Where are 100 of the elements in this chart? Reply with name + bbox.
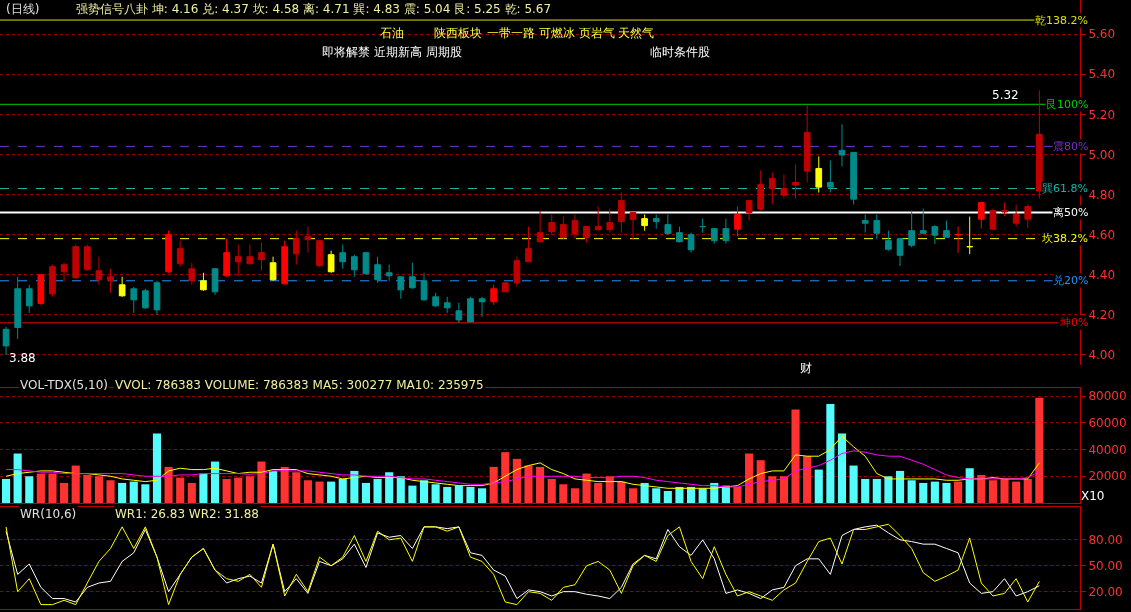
chart-subtitle: VVOL: 786383 VOLUME: 786383 MA5: 300277 MA10: 235975 <box>115 378 484 392</box>
bar <box>675 486 684 503</box>
candlestick <box>908 210 915 248</box>
bar <box>605 476 614 503</box>
bar <box>48 473 57 503</box>
candlestick <box>501 282 509 293</box>
line-series <box>5 435 1040 489</box>
y-tick-label: 80.00 <box>1088 533 1123 548</box>
candlestick <box>246 244 254 266</box>
bar <box>176 477 185 503</box>
bar <box>94 476 103 503</box>
bar <box>164 466 173 503</box>
candlestick <box>1012 204 1020 228</box>
candlestick <box>374 256 381 284</box>
candlestick <box>664 214 672 236</box>
bar <box>617 481 626 503</box>
bar <box>640 482 649 503</box>
candlestick <box>142 288 149 310</box>
bar <box>187 482 196 503</box>
candlestick <box>815 155 823 194</box>
bar <box>385 472 394 503</box>
bar <box>257 461 266 503</box>
candlestick <box>37 274 45 306</box>
bar <box>118 482 127 503</box>
bar <box>977 474 986 503</box>
ref-line-label: 坤0% <box>1059 316 1089 329</box>
candlestick <box>850 151 857 206</box>
candlestick <box>525 226 532 263</box>
annotation: 5.32 <box>992 88 1019 102</box>
bar <box>338 478 347 503</box>
candlestick <box>118 276 126 298</box>
bar <box>1035 397 1044 503</box>
candlestick <box>351 254 358 278</box>
bar <box>965 468 974 503</box>
bar <box>628 488 638 503</box>
ref-line-label: 艮100% <box>1046 98 1089 111</box>
y-tick-label: 50.00 <box>1088 558 1123 573</box>
candlestick <box>14 276 21 340</box>
candlestick <box>919 208 927 236</box>
bar <box>141 484 150 503</box>
ref-line-label: 坎38.2% <box>1041 232 1088 245</box>
candlestick <box>432 292 439 308</box>
bar <box>292 472 301 503</box>
candlestick <box>292 230 300 266</box>
candlestick <box>943 220 950 238</box>
candlestick <box>827 159 834 194</box>
candlestick <box>107 268 114 294</box>
bar <box>1012 481 1021 503</box>
candlestick <box>153 280 161 316</box>
candlestick <box>594 206 602 232</box>
bar <box>152 433 162 503</box>
bar <box>570 488 580 503</box>
candlestick <box>954 226 962 254</box>
y-tick-label: 80000 <box>1088 389 1127 404</box>
candlestick <box>513 256 521 288</box>
candlestick <box>258 242 265 272</box>
bar <box>83 474 92 503</box>
y-tick-label: 4.00 <box>1088 348 1116 363</box>
bar <box>210 461 220 503</box>
candlestick <box>281 240 289 286</box>
candlestick <box>885 230 892 252</box>
candlestick <box>676 226 683 244</box>
candlestick <box>443 296 451 314</box>
bar <box>942 482 951 503</box>
bar <box>36 473 45 503</box>
candlestick <box>200 272 207 292</box>
bar <box>803 456 812 503</box>
bar <box>478 488 487 503</box>
bar <box>872 478 881 503</box>
candlestick <box>583 226 590 244</box>
bar <box>663 490 672 503</box>
y-tick-label: 20000 <box>1088 469 1127 484</box>
annotation: 陕西板块 <box>434 26 482 40</box>
bar <box>129 481 138 503</box>
chart-title: WR(10,6) <box>20 507 77 521</box>
candlestick <box>768 171 776 206</box>
line-series <box>5 450 1040 488</box>
candlestick <box>455 302 463 324</box>
bar <box>745 453 754 503</box>
bar <box>837 433 847 503</box>
candlestick <box>490 284 498 306</box>
y-tick-label: 20.00 <box>1088 584 1123 599</box>
candlestick <box>467 296 474 323</box>
candlestick <box>931 224 939 245</box>
candlestick <box>72 244 80 280</box>
y-tick-label: 5.60 <box>1088 27 1116 42</box>
bar <box>954 481 963 503</box>
candlestick <box>652 214 660 230</box>
candlestick <box>745 200 753 222</box>
candlestick <box>861 214 869 234</box>
candlestick <box>792 163 799 200</box>
candlestick <box>327 250 335 274</box>
candlestick <box>536 210 544 244</box>
bar <box>315 481 324 503</box>
candlestick <box>176 240 184 268</box>
bar <box>501 452 510 503</box>
bar <box>106 480 115 503</box>
y-tick-label: 60000 <box>1088 415 1127 430</box>
bar <box>512 458 521 503</box>
candlestick <box>1001 202 1008 217</box>
